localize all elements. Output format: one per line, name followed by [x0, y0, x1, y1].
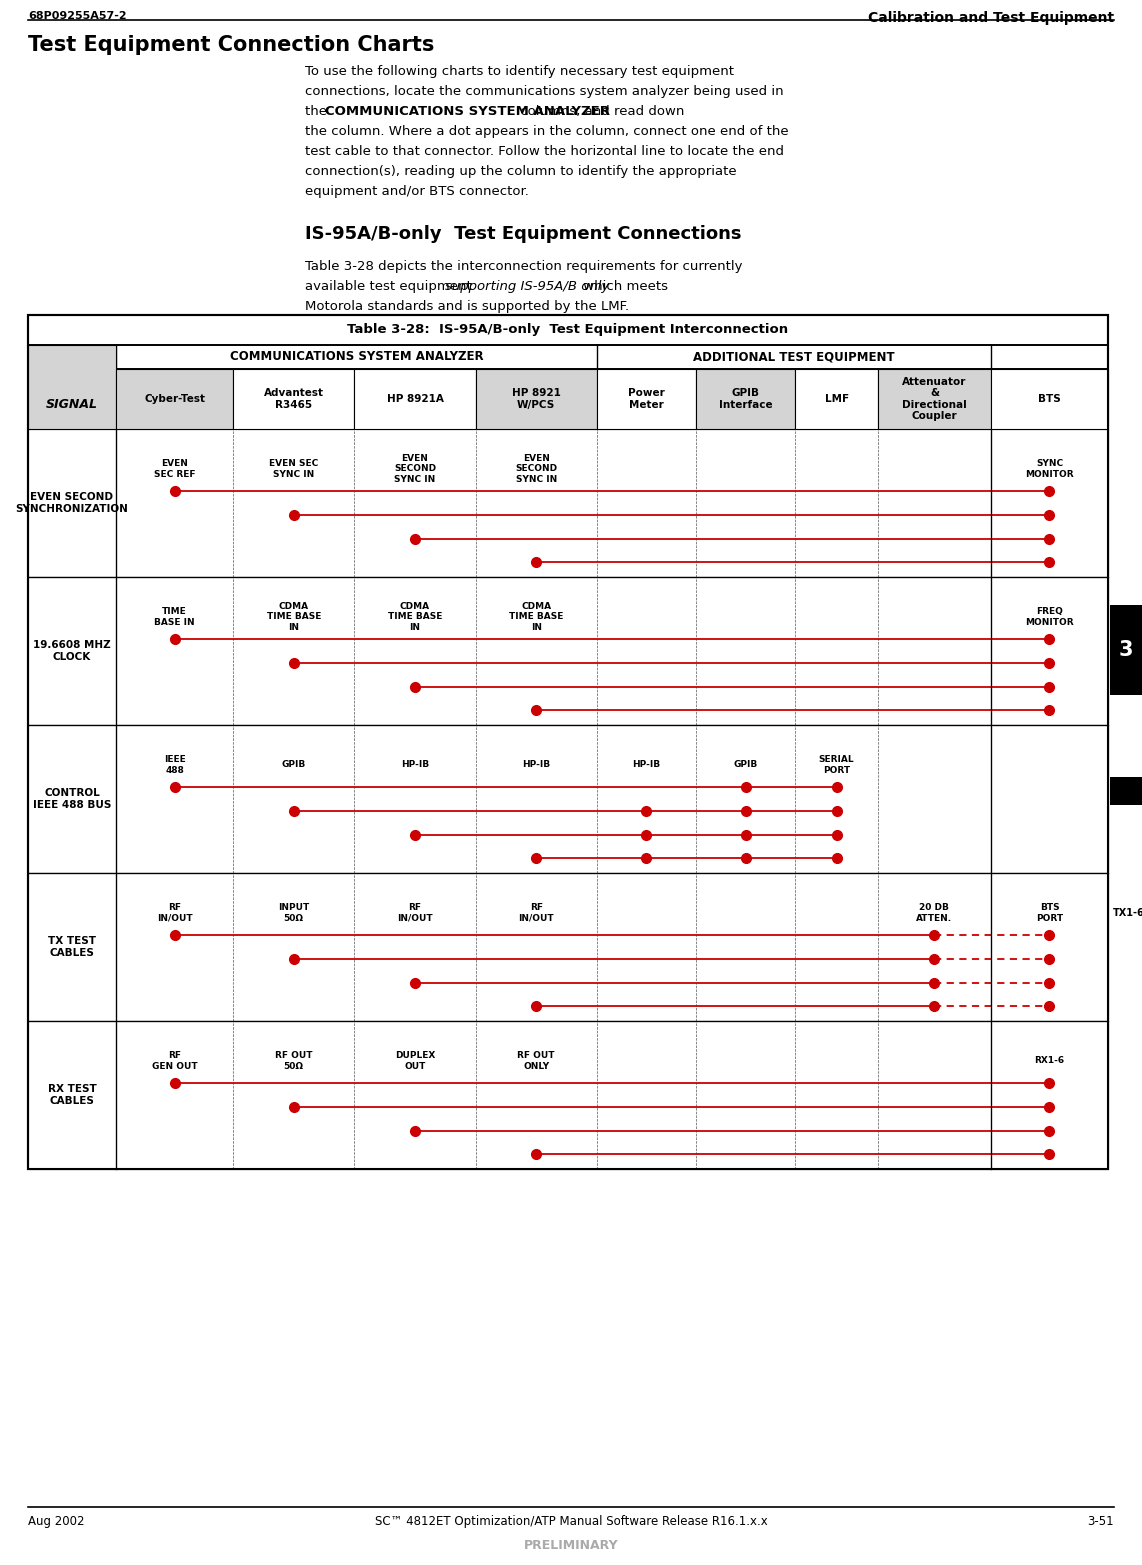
- Bar: [597, 369, 695, 429]
- Bar: [29, 577, 1108, 725]
- Text: columns, and read down: columns, and read down: [515, 105, 684, 117]
- Text: SERIAL
PORT: SERIAL PORT: [819, 756, 854, 775]
- Text: EVEN
SEC REF: EVEN SEC REF: [154, 459, 195, 479]
- Text: 3: 3: [1119, 640, 1133, 660]
- Text: ADDITIONAL TEST EQUIPMENT: ADDITIONAL TEST EQUIPMENT: [693, 351, 894, 363]
- Text: HP 8921A: HP 8921A: [386, 394, 443, 404]
- Text: Table 3-28:  IS-95A/B-only  Test Equipment Interconnection: Table 3-28: IS-95A/B-only Test Equipment…: [347, 324, 789, 336]
- Text: GPIB
Interface: GPIB Interface: [718, 388, 772, 410]
- Text: CONTROL
IEEE 488 BUS: CONTROL IEEE 488 BUS: [33, 789, 111, 809]
- Text: which meets: which meets: [579, 280, 668, 293]
- Text: SC™ 4812ET Optimization/ATP Manual Software Release R16.1.x.x: SC™ 4812ET Optimization/ATP Manual Softw…: [375, 1515, 767, 1527]
- Text: SIGNAL: SIGNAL: [46, 399, 98, 412]
- Text: LMF: LMF: [825, 394, 849, 404]
- Text: Table 3-28 depicts the interconnection requirements for currently: Table 3-28 depicts the interconnection r…: [305, 260, 742, 272]
- Text: RF OUT
50Ω: RF OUT 50Ω: [275, 1052, 313, 1070]
- Bar: [475, 369, 597, 429]
- Text: TX TEST
CABLES: TX TEST CABLES: [48, 936, 96, 958]
- Text: RF
IN/OUT: RF IN/OUT: [518, 903, 554, 923]
- Text: HP-IB: HP-IB: [633, 761, 660, 770]
- Text: COMMUNICATIONS SYSTEM ANALYZER: COMMUNICATIONS SYSTEM ANALYZER: [230, 351, 483, 363]
- Text: TX1-6: TX1-6: [1113, 908, 1142, 919]
- Text: CDMA
TIME BASE
IN: CDMA TIME BASE IN: [266, 603, 321, 632]
- Text: EVEN
SECOND
SYNC IN: EVEN SECOND SYNC IN: [394, 454, 436, 484]
- Text: supporting IS-95A/B only: supporting IS-95A/B only: [445, 280, 609, 293]
- Text: To use the following charts to identify necessary test equipment: To use the following charts to identify …: [305, 66, 734, 78]
- Text: connections, locate the communications system analyzer being used in: connections, locate the communications s…: [305, 85, 783, 99]
- Bar: [878, 369, 991, 429]
- Text: RX1-6: RX1-6: [1035, 1056, 1064, 1066]
- Bar: [1110, 776, 1142, 804]
- Text: 19.6608 MHZ
CLOCK: 19.6608 MHZ CLOCK: [33, 640, 111, 662]
- Text: CDMA
TIME BASE
IN: CDMA TIME BASE IN: [509, 603, 563, 632]
- Bar: [29, 315, 1108, 1169]
- Text: 3-51: 3-51: [1087, 1515, 1113, 1527]
- Text: EVEN SECOND
SYNCHRONIZATION: EVEN SECOND SYNCHRONIZATION: [16, 493, 128, 513]
- Text: EVEN
SECOND
SYNC IN: EVEN SECOND SYNC IN: [515, 454, 557, 484]
- Bar: [991, 369, 1108, 429]
- Bar: [695, 369, 795, 429]
- Bar: [29, 1020, 1108, 1169]
- Text: COMMUNICATIONS SYSTEM ANALYZER: COMMUNICATIONS SYSTEM ANALYZER: [325, 105, 610, 117]
- Bar: [354, 369, 475, 429]
- Bar: [116, 369, 233, 429]
- Bar: [29, 344, 116, 429]
- Text: HP-IB: HP-IB: [522, 761, 550, 770]
- Bar: [29, 725, 1108, 873]
- Text: INPUT
50Ω: INPUT 50Ω: [279, 903, 309, 923]
- Text: DUPLEX
OUT: DUPLEX OUT: [395, 1052, 435, 1070]
- Text: RF
IN/OUT: RF IN/OUT: [156, 903, 192, 923]
- Bar: [1110, 606, 1142, 695]
- Text: HP-IB: HP-IB: [401, 761, 429, 770]
- Text: connection(s), reading up the column to identify the appropriate: connection(s), reading up the column to …: [305, 164, 737, 178]
- Text: SYNC
MONITOR: SYNC MONITOR: [1026, 459, 1073, 479]
- Text: BTS: BTS: [1038, 394, 1061, 404]
- Text: the: the: [305, 105, 331, 117]
- Bar: [29, 873, 1108, 1020]
- Text: Attenuator
&
Directional
Coupler: Attenuator & Directional Coupler: [902, 377, 967, 421]
- Text: CDMA
TIME BASE
IN: CDMA TIME BASE IN: [388, 603, 442, 632]
- Text: IEEE
488: IEEE 488: [163, 756, 185, 775]
- Bar: [29, 429, 1108, 577]
- Text: Cyber-Test: Cyber-Test: [144, 394, 206, 404]
- Text: BTS
PORT: BTS PORT: [1036, 903, 1063, 923]
- Text: HP 8921
W/PCS: HP 8921 W/PCS: [512, 388, 561, 410]
- Text: test cable to that connector. Follow the horizontal line to locate the end: test cable to that connector. Follow the…: [305, 146, 785, 158]
- Text: FREQ
MONITOR: FREQ MONITOR: [1026, 607, 1073, 626]
- Text: GPIB: GPIB: [733, 761, 758, 770]
- Text: Calibration and Test Equipment: Calibration and Test Equipment: [868, 11, 1113, 25]
- Text: EVEN SEC
SYNC IN: EVEN SEC SYNC IN: [270, 459, 319, 479]
- Text: RF
IN/OUT: RF IN/OUT: [397, 903, 433, 923]
- Text: RX TEST
CABLES: RX TEST CABLES: [48, 1085, 96, 1106]
- Text: PRELIMINARY: PRELIMINARY: [524, 1538, 618, 1552]
- Bar: [233, 369, 354, 429]
- Bar: [29, 315, 1108, 1169]
- Text: Test Equipment Connection Charts: Test Equipment Connection Charts: [29, 34, 434, 55]
- Text: Motorola standards and is supported by the LMF.: Motorola standards and is supported by t…: [305, 300, 629, 313]
- Text: 68P09255A57-2: 68P09255A57-2: [29, 11, 127, 20]
- Text: TIME
BASE IN: TIME BASE IN: [154, 607, 195, 626]
- Text: RF
GEN OUT: RF GEN OUT: [152, 1052, 198, 1070]
- Text: equipment and/or BTS connector.: equipment and/or BTS connector.: [305, 185, 529, 199]
- Text: the column. Where a dot appears in the column, connect one end of the: the column. Where a dot appears in the c…: [305, 125, 789, 138]
- Text: RF OUT
ONLY: RF OUT ONLY: [517, 1052, 555, 1070]
- Bar: [795, 369, 878, 429]
- Text: Advantest
R3465: Advantest R3465: [264, 388, 323, 410]
- Text: Power
Meter: Power Meter: [628, 388, 665, 410]
- Text: 20 DB
ATTEN.: 20 DB ATTEN.: [916, 903, 952, 923]
- Text: GPIB: GPIB: [282, 761, 306, 770]
- Text: Aug 2002: Aug 2002: [29, 1515, 85, 1527]
- Text: available test equipment: available test equipment: [305, 280, 476, 293]
- Text: IS-95A/B-only  Test Equipment Connections: IS-95A/B-only Test Equipment Connections: [305, 225, 741, 243]
